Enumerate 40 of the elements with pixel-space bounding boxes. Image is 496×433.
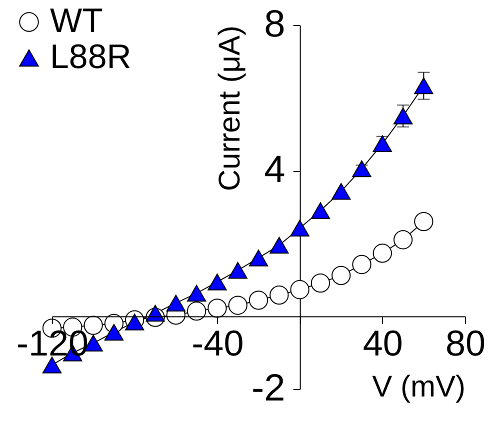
point xyxy=(310,202,330,220)
y-tick-label: 8 xyxy=(264,4,286,46)
point xyxy=(146,304,165,322)
point xyxy=(352,160,372,178)
point xyxy=(332,182,351,200)
point xyxy=(290,220,310,236)
point xyxy=(248,250,268,266)
point xyxy=(310,274,330,293)
point xyxy=(42,356,62,374)
point xyxy=(372,244,392,263)
point xyxy=(186,284,206,302)
point xyxy=(414,77,434,94)
point xyxy=(166,294,186,312)
point xyxy=(104,324,124,341)
point xyxy=(372,135,392,152)
x-tick-label: 40 xyxy=(362,322,403,364)
point xyxy=(352,254,372,274)
point xyxy=(228,296,248,315)
legend-label: WT xyxy=(50,2,103,40)
point xyxy=(270,236,289,254)
point xyxy=(393,108,413,124)
y-axis-title: Current (μA) xyxy=(214,26,247,192)
point xyxy=(332,266,351,285)
point xyxy=(248,290,268,310)
point xyxy=(414,212,434,232)
point xyxy=(270,286,289,305)
x-tick-label: -120 xyxy=(16,322,89,364)
x-tick-label: -40 xyxy=(192,322,244,364)
legend-label: L88R xyxy=(50,38,132,76)
x-axis-title: V (mV) xyxy=(372,370,466,404)
y-tick-label: 4 xyxy=(264,149,286,192)
point xyxy=(290,280,310,300)
point xyxy=(125,314,144,330)
point xyxy=(208,274,227,290)
point xyxy=(208,298,227,318)
y-tick-label: -2 xyxy=(252,368,286,410)
x-tick-label: 80 xyxy=(445,322,486,364)
point xyxy=(228,262,248,279)
point xyxy=(186,302,206,321)
point xyxy=(393,230,413,250)
